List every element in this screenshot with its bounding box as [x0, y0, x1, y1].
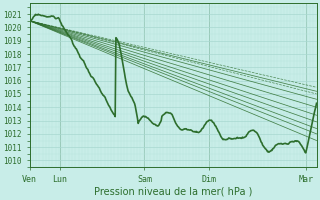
- X-axis label: Pression niveau de la mer( hPa ): Pression niveau de la mer( hPa ): [94, 187, 252, 197]
